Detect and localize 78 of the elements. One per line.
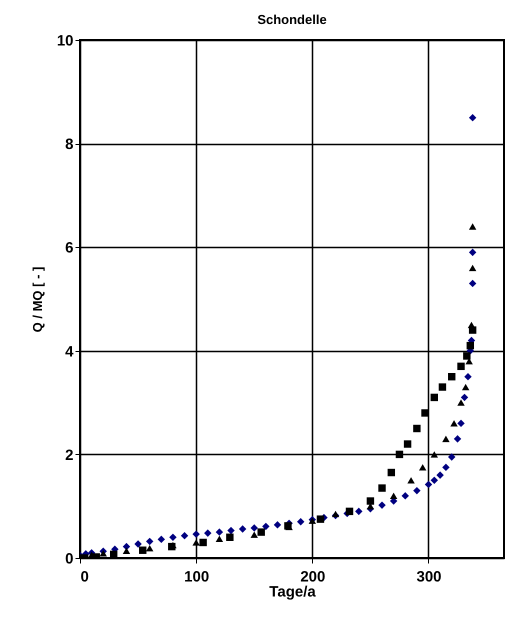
point — [139, 546, 146, 554]
point — [424, 480, 432, 488]
point — [396, 450, 404, 458]
point — [192, 530, 200, 538]
point — [346, 508, 354, 516]
point — [204, 529, 212, 537]
point — [460, 394, 468, 402]
point — [468, 280, 476, 288]
point — [457, 420, 465, 428]
point — [463, 352, 471, 360]
point — [413, 424, 421, 432]
point — [430, 451, 438, 458]
point — [250, 524, 258, 532]
point — [134, 540, 142, 548]
point — [274, 521, 282, 529]
point — [450, 420, 458, 427]
point — [355, 508, 363, 516]
y-tick-label: 2 — [65, 446, 74, 464]
point — [238, 525, 246, 533]
point — [442, 464, 450, 472]
point — [366, 497, 374, 505]
point — [250, 531, 258, 538]
y-tick-label: 6 — [65, 240, 74, 257]
point — [169, 534, 177, 541]
point — [468, 223, 476, 230]
point — [258, 528, 265, 536]
point — [468, 248, 476, 256]
point — [378, 501, 386, 509]
point — [436, 471, 444, 479]
point — [122, 548, 130, 554]
point — [216, 536, 224, 542]
point — [146, 538, 154, 546]
point — [390, 492, 398, 500]
chart-title: Schondelle — [257, 12, 327, 27]
point — [100, 550, 107, 557]
x-tick-label: 0 — [80, 568, 89, 586]
x-axis-title: Tage/a — [269, 584, 316, 600]
y-tick-label: 4 — [65, 343, 74, 360]
point — [158, 536, 166, 544]
point — [404, 440, 412, 448]
point — [430, 394, 438, 402]
point — [454, 435, 462, 443]
point — [413, 486, 421, 494]
y-axis-title: Q / MQ [ - ] — [30, 266, 45, 332]
point — [378, 484, 386, 492]
point — [468, 264, 476, 272]
point — [180, 532, 188, 540]
point — [146, 544, 154, 552]
point — [438, 383, 446, 391]
point — [402, 492, 409, 500]
point — [316, 515, 324, 523]
point — [457, 362, 465, 370]
point — [226, 534, 234, 541]
point — [464, 372, 472, 380]
point — [192, 539, 200, 546]
x-tick-label: 300 — [416, 568, 442, 586]
point — [199, 538, 207, 546]
point — [418, 464, 426, 471]
point — [462, 384, 470, 390]
point — [227, 526, 235, 534]
point — [216, 528, 224, 536]
x-tick-label: 100 — [184, 568, 210, 586]
y-tick-label: 0 — [65, 550, 74, 568]
point — [466, 342, 474, 350]
point — [262, 522, 270, 530]
point — [468, 326, 476, 334]
point — [430, 476, 438, 484]
point — [407, 477, 415, 484]
point — [457, 399, 465, 406]
y-tick-label: 8 — [65, 136, 74, 154]
y-tick-label: 10 — [56, 32, 74, 50]
point — [448, 372, 456, 380]
x-tick-label: 200 — [300, 568, 326, 586]
point — [442, 436, 450, 442]
point — [388, 468, 396, 476]
point — [110, 550, 118, 558]
point — [297, 518, 304, 526]
point — [468, 114, 476, 122]
